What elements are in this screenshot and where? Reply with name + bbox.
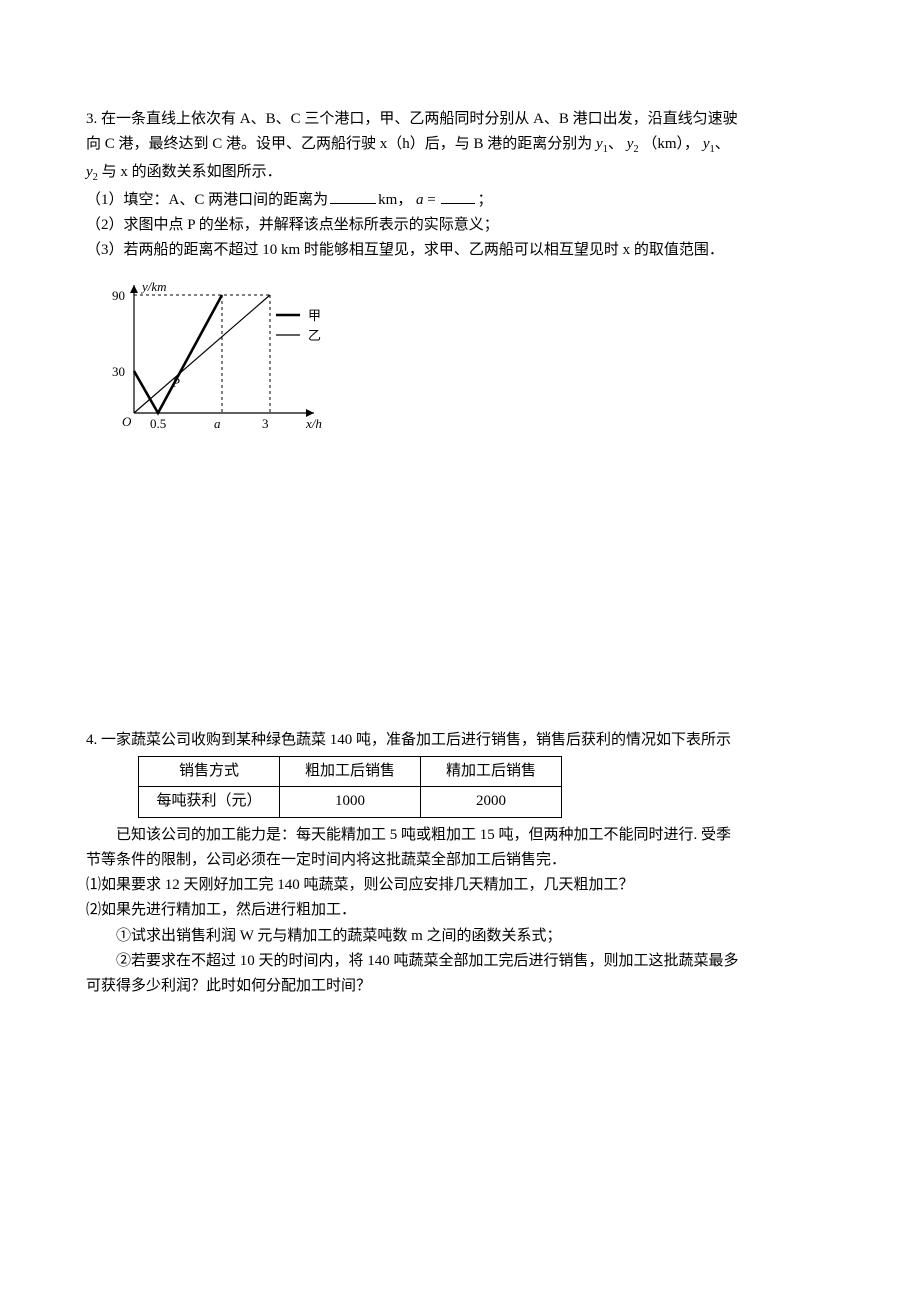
p3-q3: （3）若两船的距离不超过 10 km 时能够相互望见，求甲、乙两船可以相互望见时… [86,239,834,262]
svg-text:a: a [214,416,221,431]
problem-3: 3. 在一条直线上依次有 A、B、C 三个港口，甲、乙两船同时分别从 A、B 港… [86,108,834,449]
th-0: 销售方式 [139,757,280,787]
p3-intro-line2b: （km）， [642,136,699,152]
p4-q1: ⑴如果要求 12 天刚好加工完 140 吨蔬菜，则公司应安排几天精加工，几天粗加… [86,874,834,897]
p3-intro-line1: 3. 在一条直线上依次有 A、B、C 三个港口，甲、乙两船同时分别从 A、B 港… [86,108,834,131]
th-2: 精加工后销售 [421,757,562,787]
p4-q2: ⑵如果先进行精加工，然后进行粗加工． [86,899,834,922]
p4-body1: 已知该公司的加工能力是：每天能精加工 5 吨或粗加工 15 吨，但两种加工不能同… [86,824,834,847]
p4-table: 销售方式 粗加工后销售 精加工后销售 每吨获利（元） 1000 2000 [138,756,562,818]
p4-q2a: ①试求出销售利润 W 元与精加工的蔬菜吨数 m 之间的函数关系式； [86,925,834,948]
td-0: 每吨获利（元） [139,787,280,817]
blank-a [441,188,475,204]
svg-text:y/km: y/km [140,279,167,294]
svg-text:3: 3 [262,416,269,431]
svg-text:甲: 甲 [308,308,321,323]
svg-text:O: O [122,414,132,429]
th-1: 粗加工后销售 [280,757,421,787]
p3-chart: y/km x/h O 30 90 0.5 a 3 P 甲乙 [100,271,834,449]
p4-intro: 4. 一家蔬菜公司收购到某种绿色蔬菜 140 吨，准备加工后进行销售，销售后获利… [86,729,834,752]
var-y1: y [596,136,603,152]
p3-q1: （1）填空：A、C 两港口间的距离为km， a = ； [86,188,834,212]
p4-q2b2: 可获得多少利润？此时如何分配加工时间？ [86,975,834,998]
svg-text:P: P [171,375,180,390]
p3-q1a: （1）填空：A、C 两港口间的距离为 [86,192,328,208]
p3-q1c: ； [477,192,492,208]
p4-body1b: 节等条件的限制，公司必须在一定时间内将这批蔬菜全部加工后销售完． [86,849,834,872]
var-y2b: y [86,164,93,180]
blank-distance [330,188,376,204]
p3-q2: （2）求图中点 P 的坐标，并解释该点坐标所表示的实际意义； [86,214,834,237]
svg-text:90: 90 [112,288,125,303]
svg-text:0.5: 0.5 [150,416,166,431]
problem-4: 4. 一家蔬菜公司收购到某种绿色蔬菜 140 吨，准备加工后进行销售，销售后获利… [86,729,834,999]
p3-intro-line2a: 向 C 港，最终达到 C 港。设甲、乙两船行驶 x（h）后，与 B 港的距离分别… [86,136,592,152]
svg-text:x/h: x/h [305,416,322,431]
p3-q1b: km， [378,192,412,208]
p3-intro-line3t: 与 x 的函数关系如图所示． [102,164,282,180]
p4-q2b1: ②若要求在不超过 10 天的时间内，将 140 吨蔬菜全部加工完后进行销售，则加… [86,950,834,973]
svg-text:乙: 乙 [308,328,321,343]
p3-intro-line2: 向 C 港，最终达到 C 港。设甲、乙两船行驶 x（h）后，与 B 港的距离分别… [86,133,834,158]
table-row: 每吨获利（元） 1000 2000 [139,787,562,817]
td-1: 1000 [280,787,421,817]
svg-text:30: 30 [112,364,125,379]
td-2: 2000 [421,787,562,817]
table-row: 销售方式 粗加工后销售 精加工后销售 [139,757,562,787]
p3-intro-line3: y2 与 x 的函数关系如图所示． [86,161,834,186]
var-a: a [416,192,424,208]
